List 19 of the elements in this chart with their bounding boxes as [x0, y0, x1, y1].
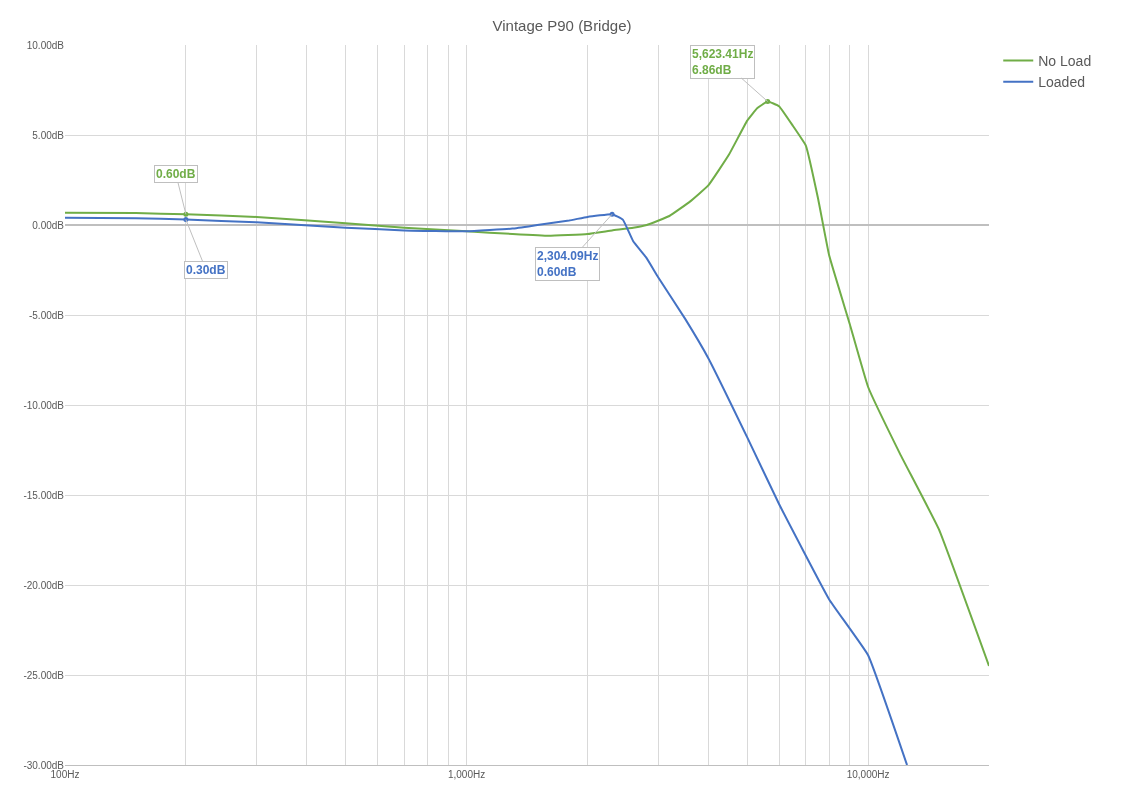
y-tick-label: -15.00dB: [23, 489, 65, 501]
annotation: 0.30dB: [186, 263, 226, 277]
annotation: 2,304.09Hz 0.60dB: [537, 249, 599, 279]
x-tick-label: 10,000Hz: [846, 769, 890, 780]
y-tick-label: -10.00dB: [23, 399, 65, 411]
y-tick-label: -5.00dB: [28, 309, 65, 321]
legend-label: Loaded: [1038, 74, 1085, 91]
x-tick-label: 1,000Hz: [447, 769, 486, 780]
y-tick-label: -25.00dB: [23, 669, 65, 681]
y-tick-label: -20.00dB: [23, 579, 65, 591]
y-tick-label: 10.00dB: [26, 39, 65, 51]
y-tick-label: -30.00dB: [23, 759, 65, 771]
y-tick-label: 0.00dB: [32, 219, 65, 231]
annotation: 0.60dB: [156, 167, 196, 181]
annotation: 5,623.41Hz 6.86dB: [692, 47, 754, 77]
legend-label: No Load: [1038, 53, 1092, 70]
chart-title: Vintage P90 (Bridge): [492, 16, 632, 34]
x-tick-label: 100Hz: [50, 769, 80, 780]
y-tick-label: 5.00dB: [32, 129, 65, 141]
